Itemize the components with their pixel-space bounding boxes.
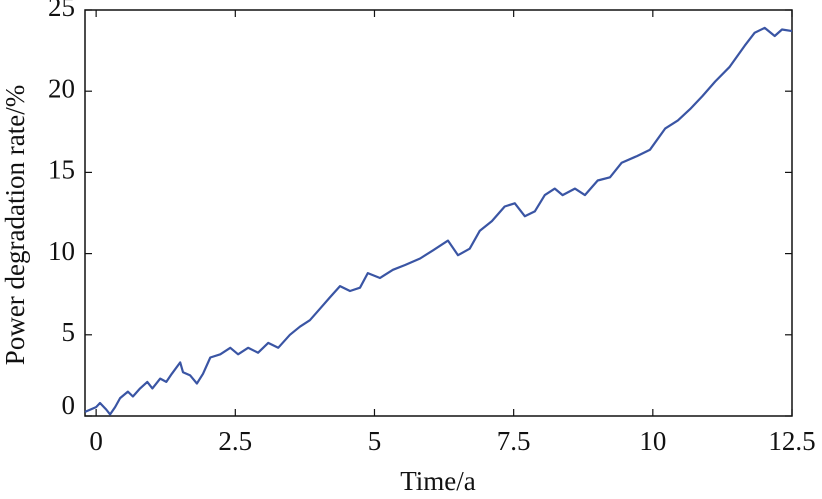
x-tick-label: 2.5: [218, 426, 252, 456]
y-axis-label: Power degradation rate/%: [0, 85, 30, 365]
y-tick-label: 0: [62, 390, 76, 420]
x-tick-label: 10: [639, 426, 666, 456]
x-tick-label: 0: [89, 426, 103, 456]
x-tick-label: 12.5: [768, 426, 815, 456]
y-tick-label: 15: [48, 155, 75, 185]
x-tick-label: 5: [368, 426, 382, 456]
plot-frame: [84, 9, 793, 417]
y-tick-label: 5: [62, 317, 76, 347]
x-axis-label: Time/a: [400, 466, 476, 496]
y-tick-label: 10: [48, 236, 75, 266]
x-tick-label: 7.5: [497, 426, 531, 456]
y-tick-label: 20: [48, 73, 75, 103]
y-tick-label: 25: [48, 0, 75, 22]
data-line: [84, 26, 793, 416]
